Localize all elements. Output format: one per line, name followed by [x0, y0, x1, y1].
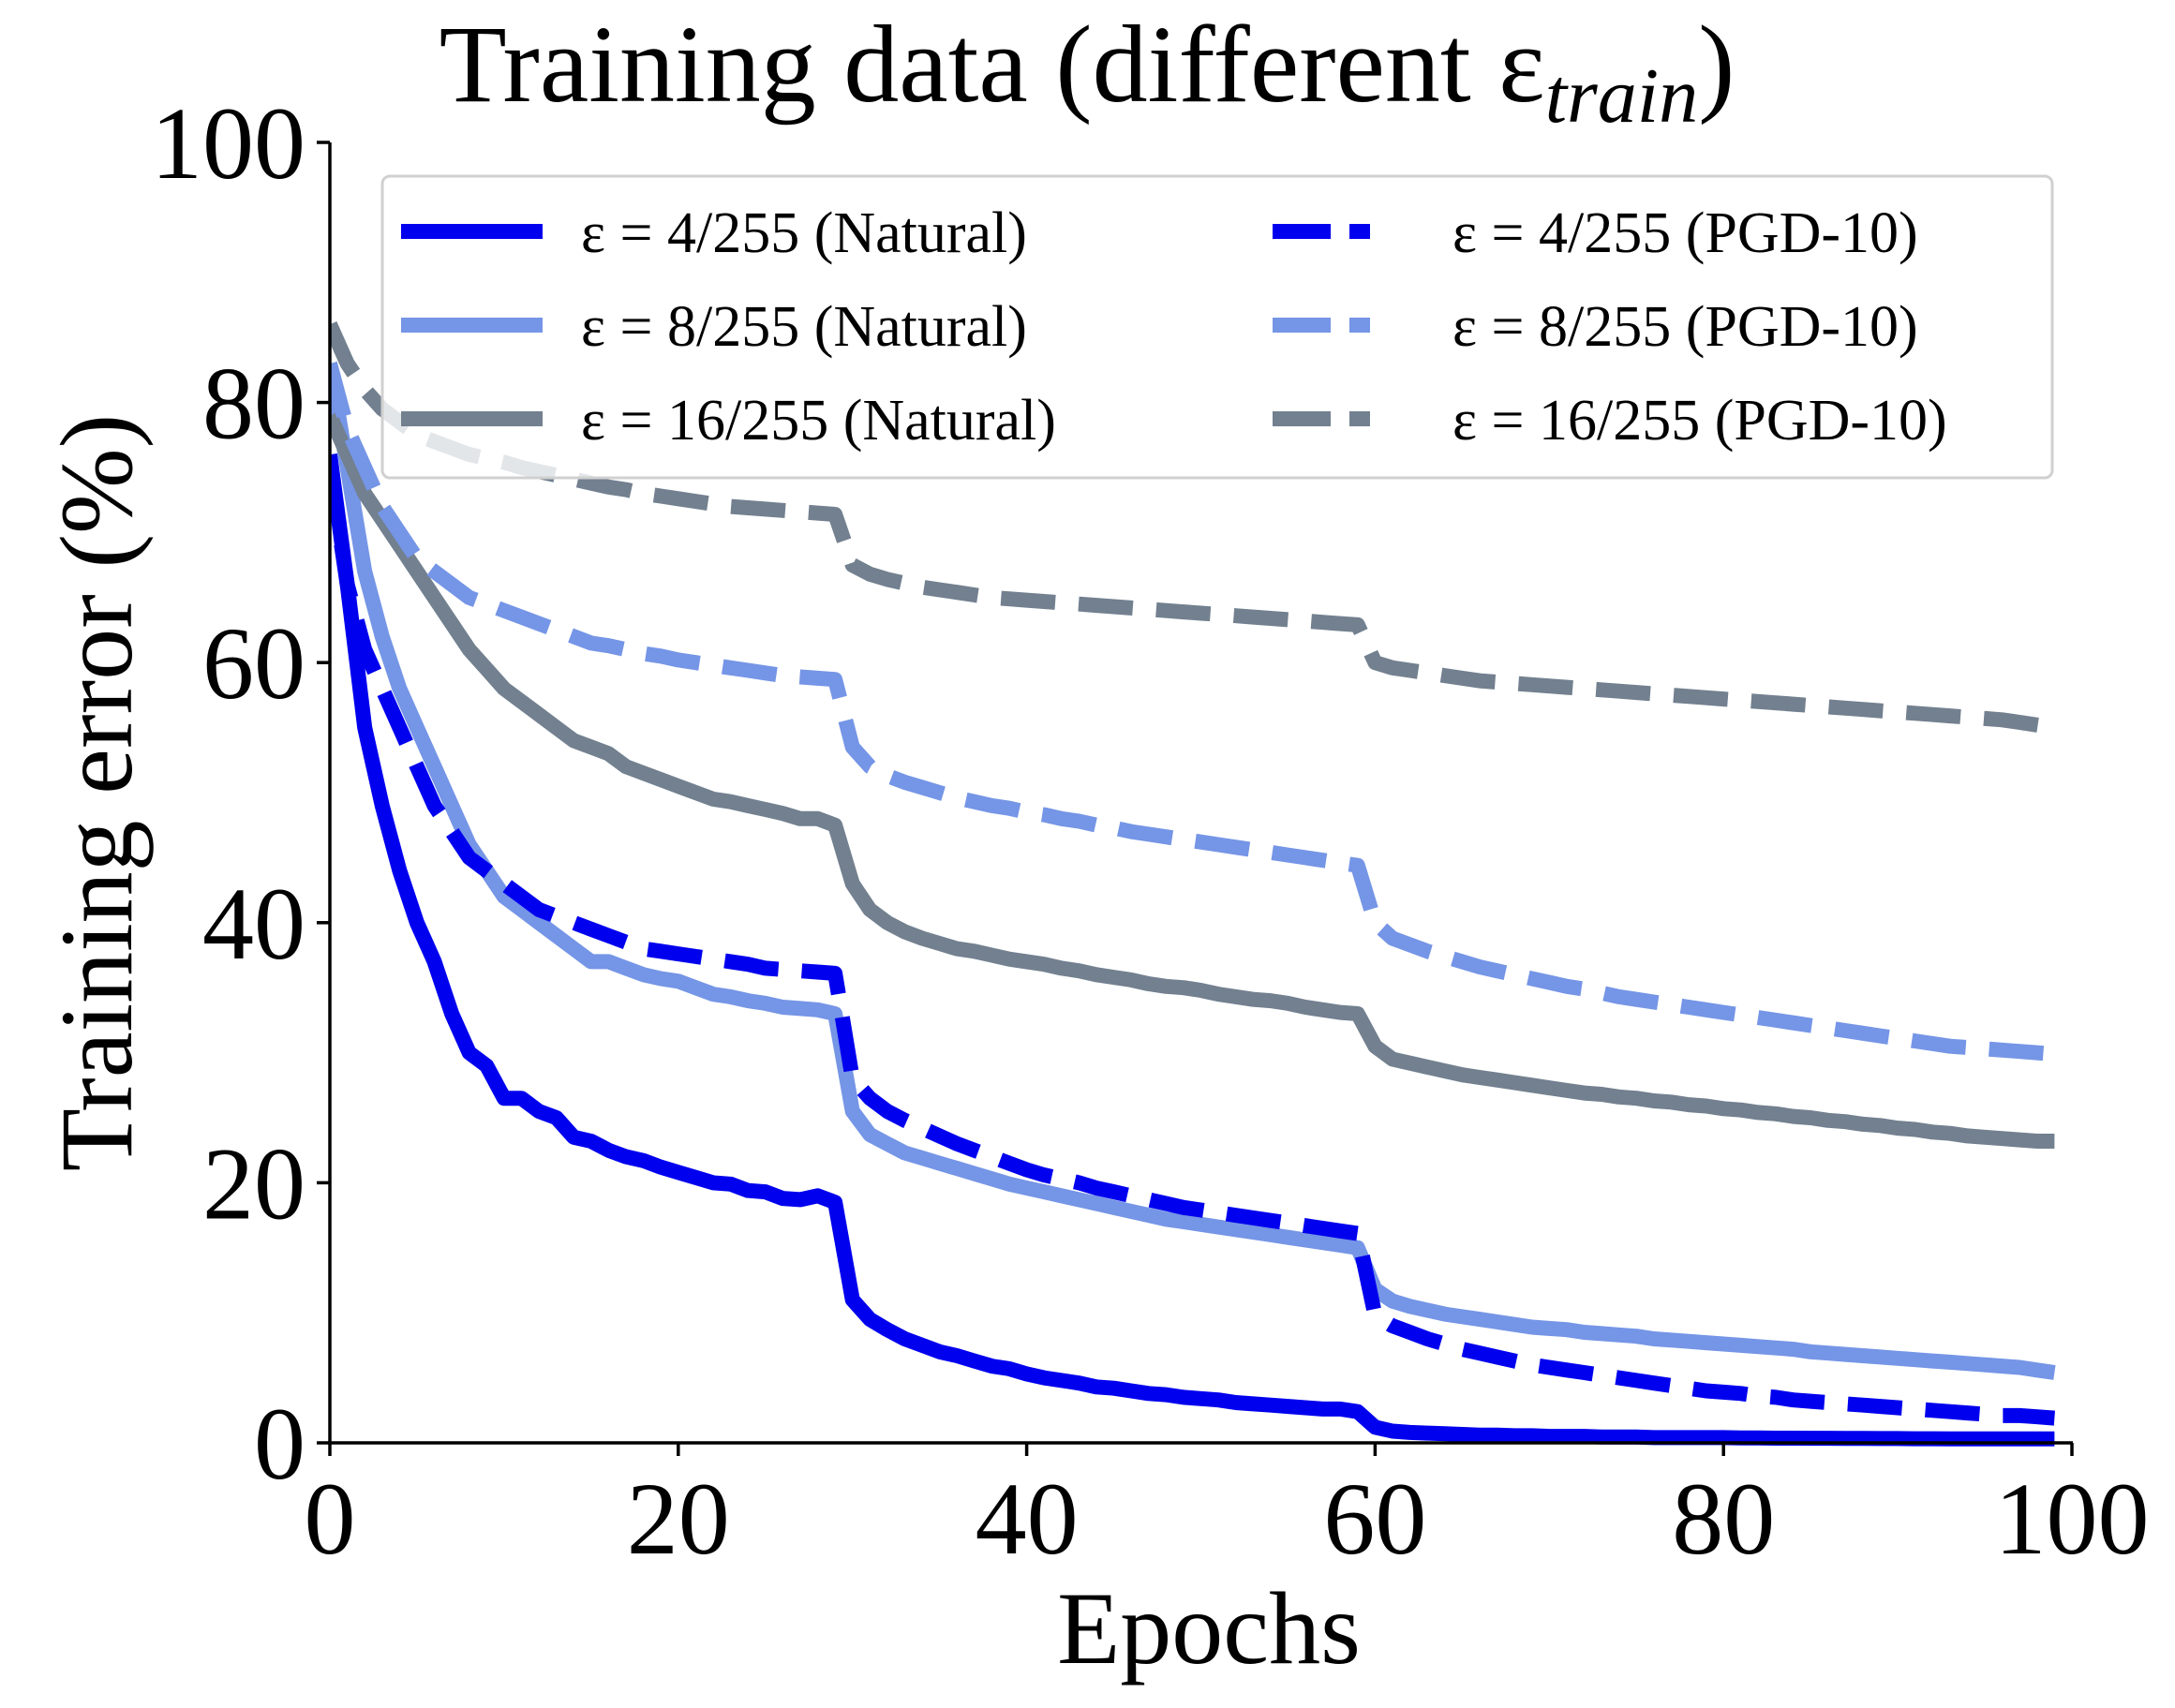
y-tick-label: 20 — [202, 1126, 305, 1240]
y-ticks: 0 20 40 60 80 100 — [151, 86, 330, 1501]
legend-label: ε = 16/255 (PGD-10) — [1452, 389, 1947, 453]
series-layer — [329, 321, 2056, 1447]
legend-label: ε = 8/255 (Natural) — [581, 295, 1027, 359]
series-line-0 — [329, 453, 2055, 1447]
chart-title: Training data (different εtrain) — [439, 3, 1736, 140]
y-tick-label: 40 — [202, 867, 305, 981]
series-line-1 — [329, 362, 2056, 1380]
chart-title-text: Training data (different ε — [439, 3, 1545, 126]
x-tick-label: 0 — [305, 1462, 356, 1576]
y-tick-label: 80 — [202, 347, 305, 461]
chart-title-subscript: train — [1545, 52, 1698, 140]
series-line-5 — [329, 321, 2056, 735]
legend-label: ε = 16/255 (Natural) — [581, 389, 1056, 453]
y-tick-label: 0 — [254, 1387, 305, 1501]
legend-item: ε = 4/255 (PGD-10) — [1273, 201, 1918, 265]
legend: ε = 4/255 (Natural) ε = 4/255 (PGD-10) ε =… — [380, 174, 2054, 480]
series-line-3 — [329, 466, 2056, 1426]
legend-label: ε = 4/255 (PGD-10) — [1452, 201, 1918, 265]
y-tick-label: 100 — [151, 86, 305, 201]
x-tick-label: 40 — [976, 1462, 1079, 1576]
svg-text:Training data (different εtrai: Training data (different εtrain) — [439, 3, 1736, 140]
x-tick-label: 60 — [1323, 1462, 1426, 1576]
x-ticks: 0 20 40 60 80 100 — [305, 1443, 2150, 1576]
series-line-4 — [329, 361, 2056, 1062]
legend-item: ε = 8/255 (Natural) — [401, 295, 1027, 359]
y-axis-label: Training error (%) — [39, 414, 154, 1172]
legend-item: ε = 8/255 (PGD-10) — [1273, 295, 1918, 359]
legend-frame — [380, 174, 2054, 480]
legend-label: ε = 4/255 (Natural) — [581, 201, 1027, 265]
legend-item: ε = 16/255 (Natural) — [401, 389, 1056, 453]
legend-item: ε = 16/255 (PGD-10) — [1273, 389, 1947, 453]
legend-label: ε = 8/255 (PGD-10) — [1452, 295, 1918, 359]
series-line-2 — [329, 412, 2055, 1149]
x-tick-label: 20 — [627, 1462, 730, 1576]
x-tick-label: 100 — [1995, 1462, 2150, 1576]
legend-item: ε = 4/255 (Natural) — [401, 201, 1027, 265]
x-tick-label: 80 — [1672, 1462, 1775, 1576]
chart-title-close: ) — [1698, 3, 1735, 126]
y-tick-label: 60 — [202, 606, 305, 720]
x-axis-label: Epochs — [1057, 1571, 1361, 1686]
axes — [328, 142, 2073, 1445]
